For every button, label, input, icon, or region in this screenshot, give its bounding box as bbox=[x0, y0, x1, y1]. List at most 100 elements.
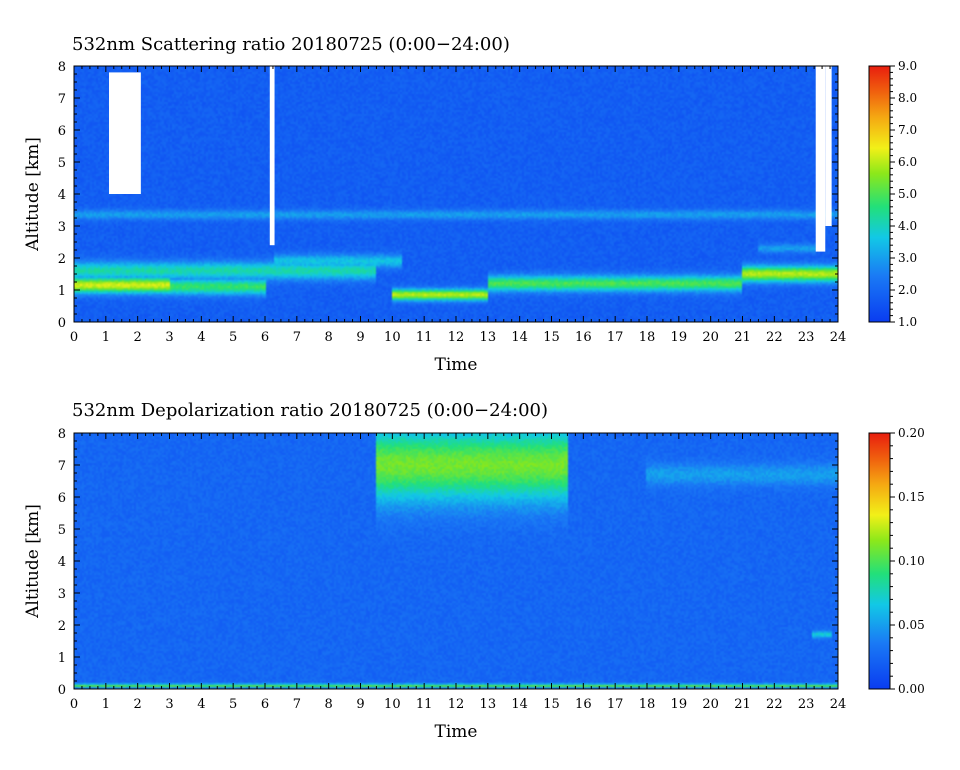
x-tick-label: 0 bbox=[70, 697, 78, 712]
x-tick-label: 14 bbox=[511, 697, 528, 712]
y-tick-label: 6 bbox=[58, 491, 66, 506]
x-tick-label: 4 bbox=[197, 697, 205, 712]
colorbar-tick-label: 5.0 bbox=[898, 187, 917, 201]
x-tick-label: 20 bbox=[702, 697, 719, 712]
x-tick-label: 2 bbox=[134, 697, 142, 712]
colorbar-tick-label: 6.0 bbox=[898, 155, 917, 169]
colorbar-tick-label: 0.10 bbox=[898, 554, 925, 568]
x-tick-label: 5 bbox=[229, 697, 237, 712]
x-tick-label: 23 bbox=[798, 697, 815, 712]
no-data-region bbox=[825, 66, 832, 226]
y-tick-label: 5 bbox=[58, 523, 66, 538]
x-tick-label: 9 bbox=[356, 697, 364, 712]
y-tick-label: 7 bbox=[58, 92, 66, 107]
x-tick-label: 17 bbox=[607, 330, 624, 345]
colorbar-tick-label: 9.0 bbox=[898, 59, 917, 73]
plot-area bbox=[73, 65, 839, 323]
x-tick-label: 9 bbox=[356, 330, 364, 345]
x-tick-label: 0 bbox=[70, 330, 78, 345]
colorbar-tick-label: 1.0 bbox=[898, 315, 917, 329]
x-tick-label: 7 bbox=[293, 697, 301, 712]
x-tick-label: 16 bbox=[575, 697, 592, 712]
x-tick-label: 24 bbox=[830, 330, 847, 345]
colorbar-gradient bbox=[868, 432, 891, 690]
x-tick-label: 1 bbox=[102, 330, 110, 345]
y-axis-label: Altitude [km] bbox=[23, 504, 43, 619]
colorbar-tick-label: 0.05 bbox=[898, 618, 925, 632]
x-tick-label: 6 bbox=[261, 697, 269, 712]
x-tick-label: 5 bbox=[229, 330, 237, 345]
colorbar: 0.00 0.05 0.10 0.15 0.20 bbox=[868, 426, 925, 696]
y-tick-label: 1 bbox=[58, 284, 66, 299]
y-tick-label: 2 bbox=[58, 252, 66, 267]
x-tick-label: 21 bbox=[734, 697, 751, 712]
scattering-ratio-panel: 532nm Scattering ratio 20180725 (0:00−24… bbox=[23, 34, 917, 375]
x-tick-label: 20 bbox=[702, 330, 719, 345]
x-axis-label: Time bbox=[435, 722, 478, 742]
y-tick-label: 4 bbox=[58, 188, 66, 203]
y-axis: 0 1 2 3 4 5 6 7 8 bbox=[58, 427, 838, 698]
colorbar-tick-label: 2.0 bbox=[898, 283, 917, 297]
y-tick-label: 5 bbox=[58, 156, 66, 171]
x-tick-label: 15 bbox=[543, 697, 560, 712]
x-tick-label: 7 bbox=[293, 330, 301, 345]
colorbar: 1.0 2.0 3.0 4.0 5.0 6.0 7.0 8.0 9.0 bbox=[868, 59, 917, 329]
x-axis-label: Time bbox=[435, 355, 478, 375]
y-axis-label: Altitude [km] bbox=[23, 137, 43, 252]
y-axis: 0 1 2 3 4 5 6 7 8 bbox=[58, 60, 838, 331]
colorbar-tick-label: 7.0 bbox=[898, 123, 917, 137]
colorbar-ticks: 1.0 2.0 3.0 4.0 5.0 6.0 7.0 8.0 9.0 bbox=[890, 59, 917, 329]
no-data-region bbox=[109, 72, 141, 194]
x-tick-label: 11 bbox=[416, 330, 433, 345]
colorbar-tick-label: 0.00 bbox=[898, 682, 925, 696]
x-tick-label: 1 bbox=[102, 697, 110, 712]
x-tick-label: 17 bbox=[607, 697, 624, 712]
y-tick-label: 8 bbox=[58, 60, 66, 75]
x-tick-label: 12 bbox=[448, 697, 465, 712]
y-tick-label: 8 bbox=[58, 427, 66, 442]
y-tick-label: 0 bbox=[58, 683, 66, 698]
x-tick-label: 21 bbox=[734, 330, 751, 345]
x-tick-label: 24 bbox=[830, 697, 847, 712]
x-tick-label: 22 bbox=[766, 330, 783, 345]
y-tick-label: 4 bbox=[58, 555, 66, 570]
colorbar-tick-label: 8.0 bbox=[898, 91, 917, 105]
y-tick-label: 3 bbox=[58, 220, 66, 235]
colorbar-tick-label: 0.15 bbox=[898, 490, 925, 504]
y-tick-label: 0 bbox=[58, 316, 66, 331]
depolarization-ratio-panel: 532nm Depolarization ratio 20180725 (0:0… bbox=[23, 400, 925, 742]
x-tick-label: 15 bbox=[543, 330, 560, 345]
heatmap-image bbox=[74, 433, 838, 689]
x-tick-label: 6 bbox=[261, 330, 269, 345]
no-data-region bbox=[269, 66, 275, 246]
y-tick-label: 6 bbox=[58, 124, 66, 139]
x-tick-label: 3 bbox=[165, 697, 173, 712]
x-tick-label: 19 bbox=[671, 330, 688, 345]
colorbar-tick-label: 3.0 bbox=[898, 251, 917, 265]
x-axis: 0 1 2 3 4 5 6 7 8 9 10 11 12 13 14 15 16 17 18 19 20 21 22 23 24 bbox=[70, 433, 846, 712]
x-tick-label: 14 bbox=[511, 330, 528, 345]
x-tick-label: 8 bbox=[325, 330, 333, 345]
x-tick-label: 18 bbox=[639, 697, 656, 712]
x-tick-label: 11 bbox=[416, 697, 433, 712]
y-tick-label: 2 bbox=[58, 619, 66, 634]
x-tick-label: 18 bbox=[639, 330, 656, 345]
heatmap-image bbox=[74, 66, 838, 322]
x-tick-label: 13 bbox=[480, 697, 497, 712]
no-data-regions bbox=[109, 66, 832, 252]
x-tick-label: 12 bbox=[448, 330, 465, 345]
x-tick-label: 8 bbox=[325, 697, 333, 712]
plot-area bbox=[73, 432, 839, 690]
y-tick-label: 3 bbox=[58, 587, 66, 602]
colorbar-gradient bbox=[868, 65, 891, 323]
x-tick-label: 19 bbox=[671, 697, 688, 712]
x-tick-label: 10 bbox=[384, 697, 401, 712]
chart-title: 532nm Depolarization ratio 20180725 (0:0… bbox=[72, 400, 548, 421]
x-tick-label: 13 bbox=[480, 330, 497, 345]
x-axis: 0 1 2 3 4 5 6 7 8 9 10 11 12 13 14 15 16 17 18 19 20 21 22 23 24 bbox=[70, 66, 846, 345]
no-data-region bbox=[815, 66, 826, 252]
x-tick-label: 2 bbox=[134, 330, 142, 345]
x-tick-label: 23 bbox=[798, 330, 815, 345]
colorbar-tick-label: 0.20 bbox=[898, 426, 925, 440]
